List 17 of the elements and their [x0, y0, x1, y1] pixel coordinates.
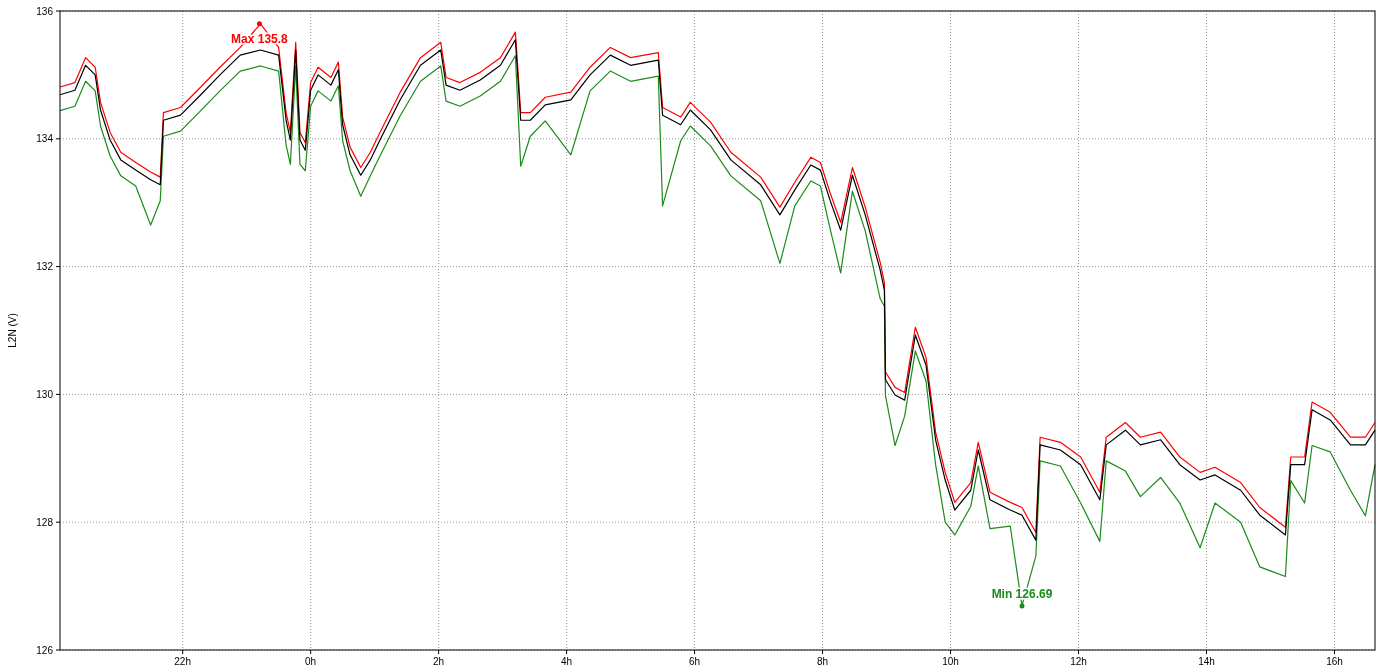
x-tick-label: 14h — [1198, 656, 1215, 667]
x-tick-label: 8h — [816, 656, 829, 667]
y-tick-label: 126 — [36, 644, 54, 656]
x-tick-label: 2h — [433, 656, 445, 667]
y-tick-label: 136 — [36, 5, 54, 17]
y-axis-title: L2N (V) — [7, 313, 18, 348]
x-tick-label: 12h — [1070, 656, 1087, 667]
x-tick-label: 0h — [305, 656, 317, 667]
y-tick-label: 132 — [36, 261, 54, 273]
x-tick-label: 22h — [174, 656, 191, 667]
x-tick-label: 16h — [1326, 656, 1343, 667]
x-tick-label: 10h — [942, 656, 959, 667]
y-tick-label: 128 — [36, 516, 54, 528]
x-tick-label: 4h — [561, 656, 573, 667]
y-tick-label: 134 — [36, 133, 54, 145]
x-tick-label: 6h — [689, 656, 701, 667]
y-tick-label: 130 — [36, 388, 54, 400]
